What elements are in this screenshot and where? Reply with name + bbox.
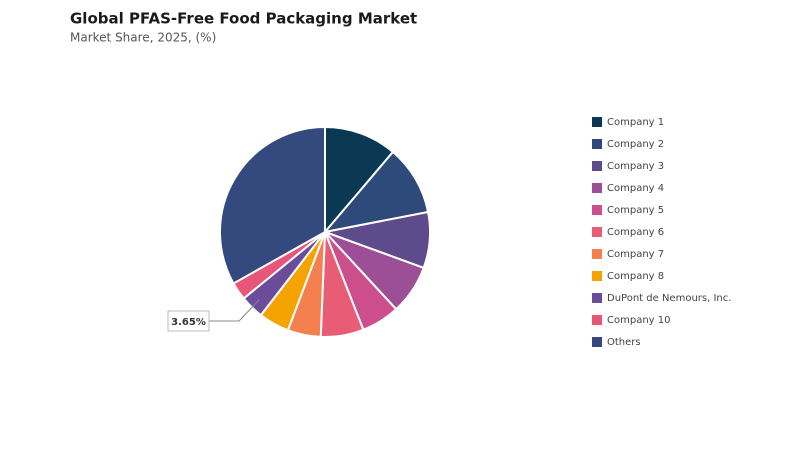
legend-label: Company 4 [607,183,664,194]
legend-swatch [592,271,602,281]
legend-label: Company 1 [607,117,664,128]
pie-slice [219,125,326,285]
legend-swatch [592,337,602,347]
legend-label: Company 5 [607,205,664,216]
chart-title: Global PFAS-Free Food Packaging Market [70,10,417,28]
legend-label: DuPont de Nemours, Inc. [607,293,731,304]
legend-swatch [592,249,602,259]
label-box [167,310,210,332]
value-label: 3.65% [171,317,206,328]
legend-label: Company 8 [607,271,664,282]
legend-swatch [592,227,602,237]
legend-swatch [592,205,602,215]
legend-swatch [592,293,602,303]
legend-label: Company 3 [607,161,664,172]
legend-label: Company 2 [607,139,664,150]
legend-label: Company 6 [607,227,664,238]
pie-slice [324,125,395,235]
pie-slice [322,150,430,234]
legend-swatch [592,183,602,193]
legend-label: Company 10 [607,315,670,326]
legend-swatch [592,161,602,171]
chart-subtitle: Market Share, 2025, (%) [70,31,216,45]
label-leader [209,299,260,322]
legend-swatch [592,315,602,325]
legend-label: Others [607,337,641,348]
legend-swatch [592,117,602,127]
legend-swatch [592,139,602,149]
legend-label: Company 7 [607,249,664,260]
